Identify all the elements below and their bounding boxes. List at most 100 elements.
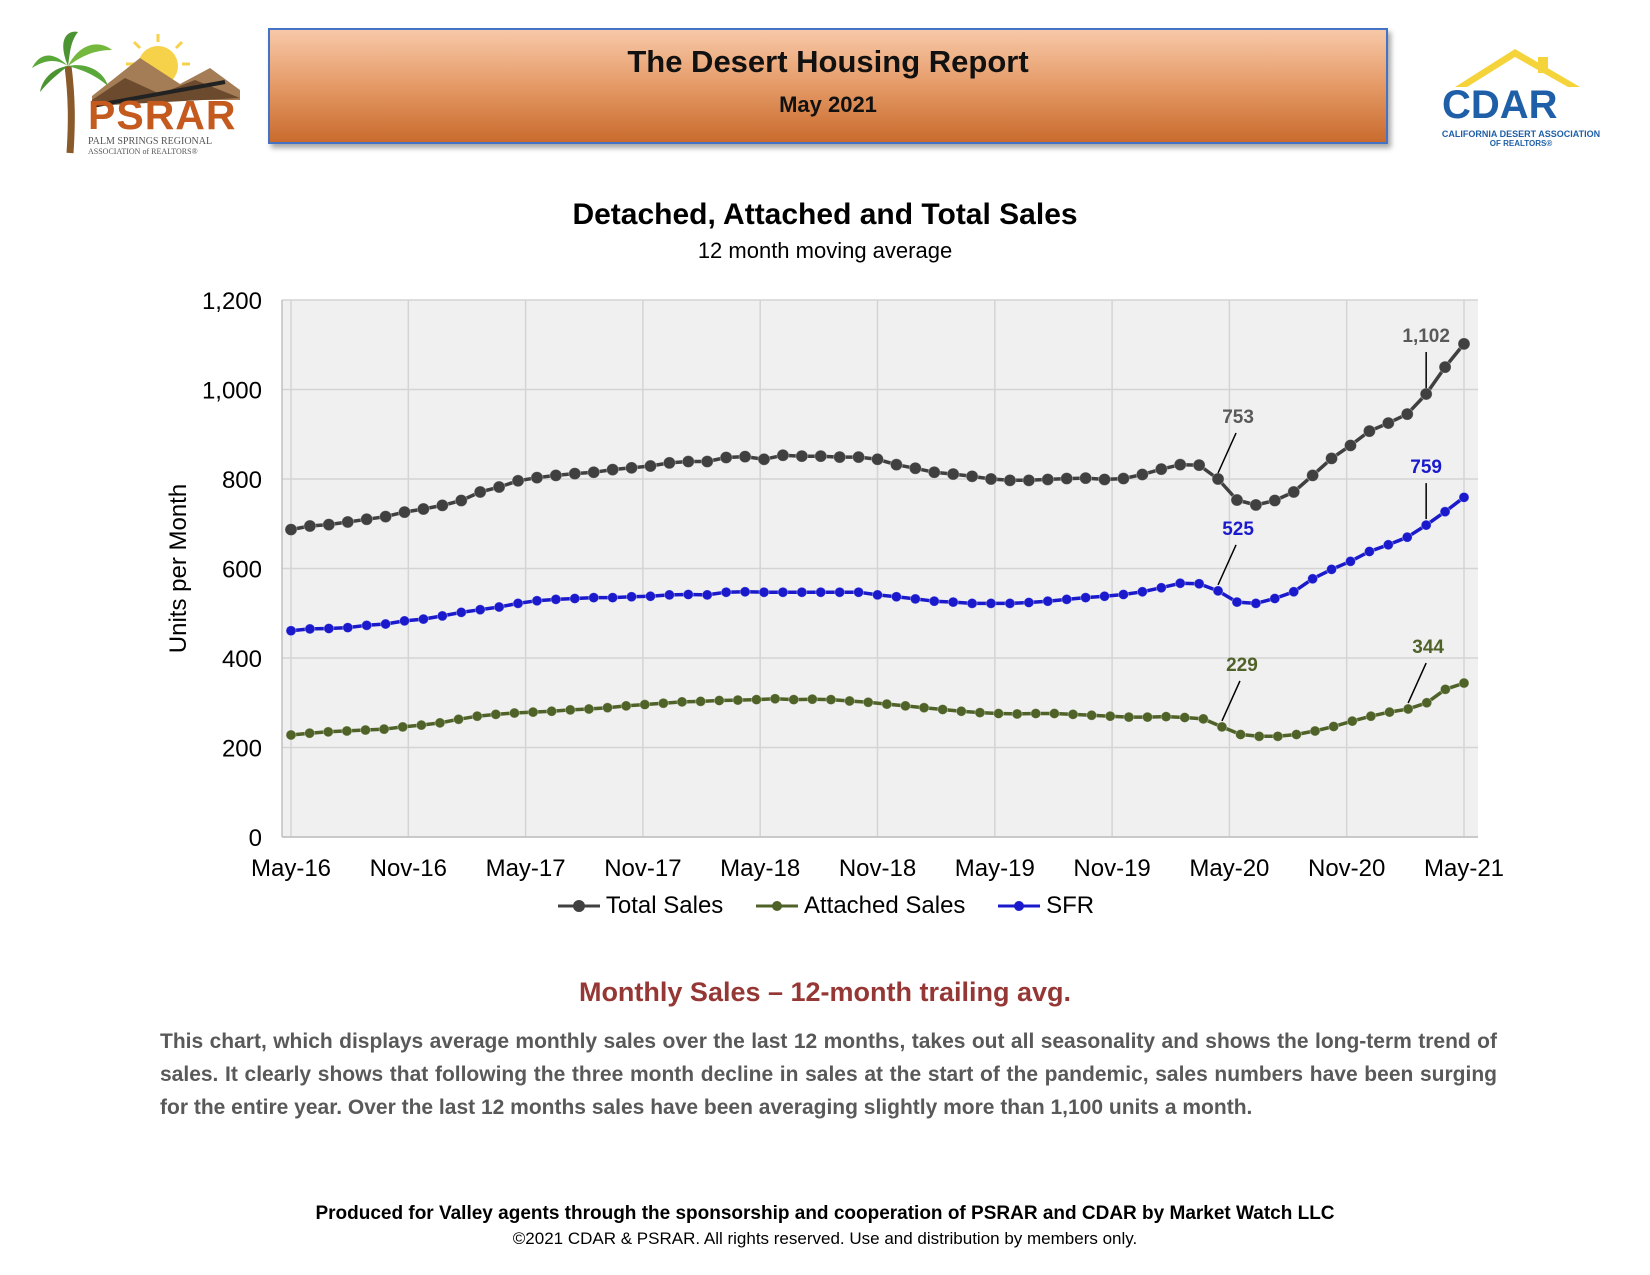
data-label-sfr: 525 xyxy=(1222,519,1254,540)
data-point-attached-sales xyxy=(732,694,744,706)
data-point-total-sales xyxy=(568,467,582,481)
y-tick-label: 400 xyxy=(222,646,262,673)
data-point-attached-sales xyxy=(1346,715,1358,727)
data-point-sfr xyxy=(909,593,921,605)
data-point-sfr xyxy=(682,589,694,600)
data-point-sfr xyxy=(1061,593,1073,605)
report-title: The Desert Housing Report xyxy=(627,44,1029,79)
data-point-total-sales xyxy=(1098,473,1111,486)
data-point-total-sales xyxy=(435,499,449,512)
annotation-leader-sfr xyxy=(1217,544,1237,586)
data-point-sfr xyxy=(399,615,410,627)
data-point-attached-sales xyxy=(471,710,483,722)
legend-marker-attached-sales xyxy=(755,901,798,911)
data-point-attached-sales xyxy=(844,695,855,707)
legend-label-attached-sales: Attached Sales xyxy=(803,892,966,919)
data-point-total-sales xyxy=(454,494,468,507)
data-point-sfr xyxy=(1401,531,1413,543)
x-tick-label: May-16 xyxy=(251,855,331,882)
data-point-attached-sales xyxy=(713,695,725,706)
data-point-attached-sales xyxy=(1235,729,1246,740)
data-label-sfr: 759 xyxy=(1410,457,1442,478)
data-point-attached-sales xyxy=(434,717,446,729)
data-point-total-sales xyxy=(662,456,676,470)
data-point-total-sales xyxy=(890,458,903,472)
data-point-total-sales xyxy=(587,465,601,479)
data-point-sfr xyxy=(1155,582,1167,594)
data-point-sfr xyxy=(418,613,429,625)
data-point-attached-sales xyxy=(341,725,353,737)
data-point-sfr xyxy=(1099,590,1110,602)
data-point-sfr xyxy=(1458,491,1470,503)
data-point-attached-sales xyxy=(564,704,576,716)
data-point-attached-sales xyxy=(993,708,1004,719)
data-point-total-sales xyxy=(681,455,695,468)
data-point-sfr xyxy=(342,622,354,633)
data-point-attached-sales xyxy=(695,696,707,707)
data-point-total-sales xyxy=(606,463,620,477)
data-point-total-sales xyxy=(379,510,392,523)
data-point-attached-sales xyxy=(1123,711,1135,723)
data-point-total-sales xyxy=(1135,468,1149,481)
data-point-total-sales xyxy=(1154,462,1168,476)
data-point-total-sales xyxy=(1173,458,1187,472)
data-point-total-sales xyxy=(549,469,563,482)
data-point-sfr xyxy=(1250,598,1262,609)
data-point-attached-sales xyxy=(1197,713,1209,725)
data-point-total-sales xyxy=(852,450,865,464)
data-point-attached-sales xyxy=(304,727,316,739)
data-point-attached-sales xyxy=(527,706,539,718)
data-point-total-sales xyxy=(530,471,544,485)
data-point-sfr xyxy=(1193,578,1205,590)
data-point-total-sales xyxy=(1325,452,1338,465)
data-point-sfr xyxy=(323,623,335,634)
data-point-total-sales xyxy=(965,469,979,483)
psrar-logo: PSRAR PALM SPRINGS REGIONAL ASSOCIATION … xyxy=(30,28,245,163)
data-point-attached-sales xyxy=(900,700,911,712)
psrar-tagline-2: ASSOCIATION of REALTORS® xyxy=(88,147,198,156)
data-point-total-sales xyxy=(625,461,638,475)
data-point-total-sales xyxy=(1400,407,1414,421)
y-tick-label: 600 xyxy=(222,557,262,584)
data-point-attached-sales xyxy=(918,702,930,714)
data-point-sfr xyxy=(1080,592,1092,603)
data-point-sfr xyxy=(928,595,940,607)
data-point-sfr xyxy=(777,586,789,598)
data-point-attached-sales xyxy=(322,726,334,738)
data-point-attached-sales xyxy=(509,707,520,719)
data-point-sfr xyxy=(1420,519,1432,531)
report-header-banner: The Desert Housing Report May 2021 xyxy=(268,28,1388,144)
data-point-total-sales xyxy=(473,485,487,499)
data-point-sfr xyxy=(1212,585,1224,597)
legend-marker-sfr xyxy=(998,901,1041,911)
data-point-total-sales xyxy=(1457,337,1471,351)
data-point-sfr xyxy=(1136,586,1148,598)
annotation-leader-attached-sales xyxy=(1221,680,1241,722)
data-point-total-sales xyxy=(984,472,998,486)
data-point-sfr xyxy=(891,591,902,603)
data-point-attached-sales xyxy=(602,702,613,714)
x-tick-label: Nov-20 xyxy=(1308,855,1385,882)
data-point-sfr xyxy=(512,598,524,609)
data-point-attached-sales xyxy=(937,704,949,715)
house-roof-icon xyxy=(1455,49,1580,87)
data-point-sfr xyxy=(474,604,486,616)
data-point-attached-sales xyxy=(788,694,800,706)
data-point-total-sales xyxy=(1079,471,1093,485)
section-heading: Monthly Sales – 12-month trailing avg. xyxy=(578,977,1072,1007)
data-point-sfr xyxy=(834,586,846,598)
psrar-tagline-1: PALM SPRINGS REGIONAL xyxy=(88,136,213,147)
data-point-attached-sales xyxy=(397,721,409,733)
data-point-total-sales xyxy=(814,449,828,463)
data-point-sfr xyxy=(1004,598,1016,609)
legend-item-sfr: SFR xyxy=(996,892,1094,920)
data-point-total-sales xyxy=(322,518,336,532)
data-point-sfr xyxy=(493,601,505,613)
data-point-total-sales xyxy=(1268,494,1282,507)
data-point-attached-sales xyxy=(453,713,464,725)
data-point-total-sales xyxy=(1381,416,1395,430)
data-point-sfr xyxy=(588,592,600,603)
data-point-sfr xyxy=(966,598,978,609)
data-point-attached-sales xyxy=(657,697,669,709)
data-point-attached-sales xyxy=(1086,709,1098,721)
